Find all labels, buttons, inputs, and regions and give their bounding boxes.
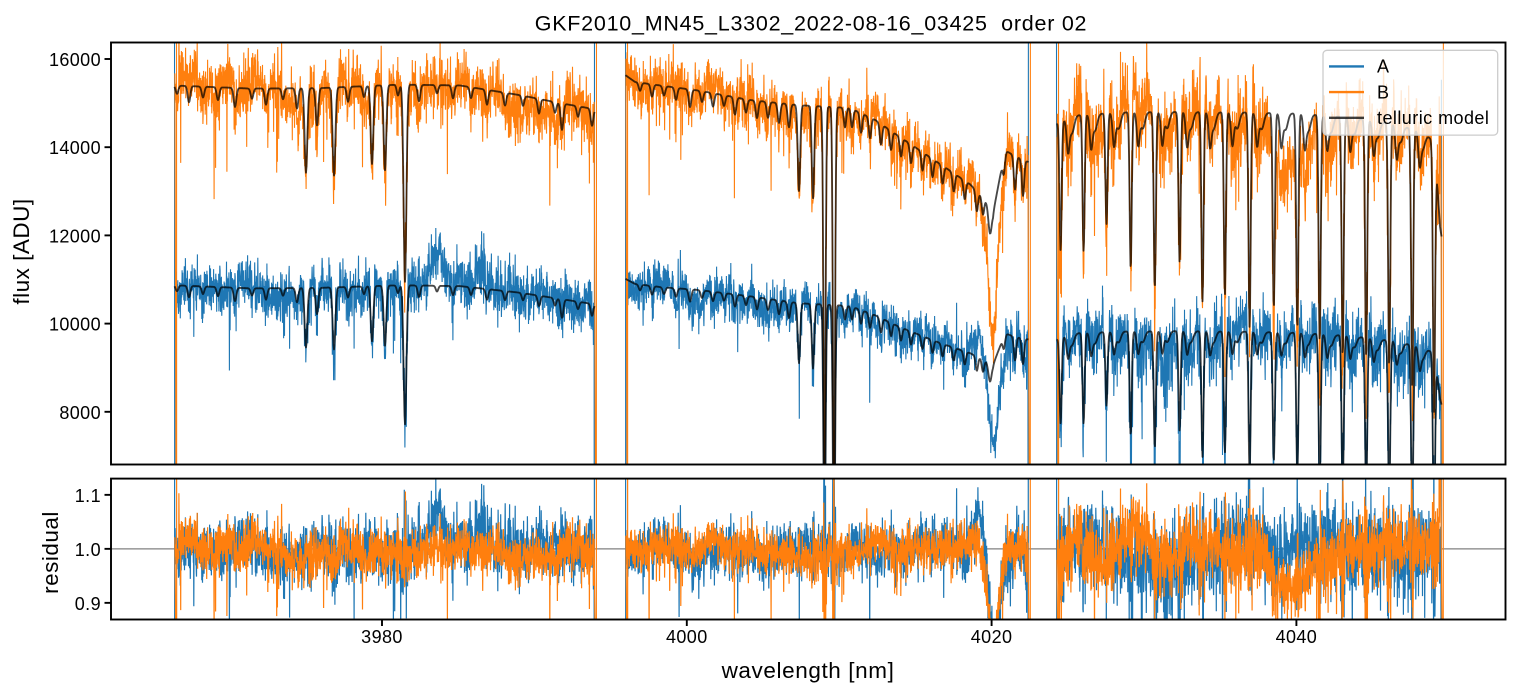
svg-text:wavelength [nm]: wavelength [nm] bbox=[721, 658, 895, 683]
svg-text:1.1: 1.1 bbox=[75, 486, 101, 506]
svg-text:0.9: 0.9 bbox=[75, 594, 101, 614]
svg-text:1.0: 1.0 bbox=[75, 540, 101, 560]
svg-text:4000: 4000 bbox=[666, 627, 708, 647]
svg-text:10000: 10000 bbox=[49, 315, 101, 335]
svg-text:12000: 12000 bbox=[49, 226, 101, 246]
svg-text:A: A bbox=[1377, 57, 1389, 77]
svg-text:16000: 16000 bbox=[49, 50, 101, 70]
svg-text:3980: 3980 bbox=[361, 627, 403, 647]
svg-text:4020: 4020 bbox=[971, 627, 1013, 647]
svg-text:residual: residual bbox=[38, 511, 63, 594]
svg-text:8000: 8000 bbox=[59, 403, 101, 423]
svg-text:flux [ADU]: flux [ADU] bbox=[9, 198, 34, 304]
svg-text:4040: 4040 bbox=[1276, 627, 1318, 647]
svg-text:B: B bbox=[1377, 82, 1389, 102]
svg-text:14000: 14000 bbox=[49, 138, 101, 158]
svg-text:telluric model: telluric model bbox=[1377, 108, 1489, 128]
svg-text:GKF2010_MN45_L3302_2022-08-16_: GKF2010_MN45_L3302_2022-08-16_03425 orde… bbox=[535, 12, 1088, 36]
